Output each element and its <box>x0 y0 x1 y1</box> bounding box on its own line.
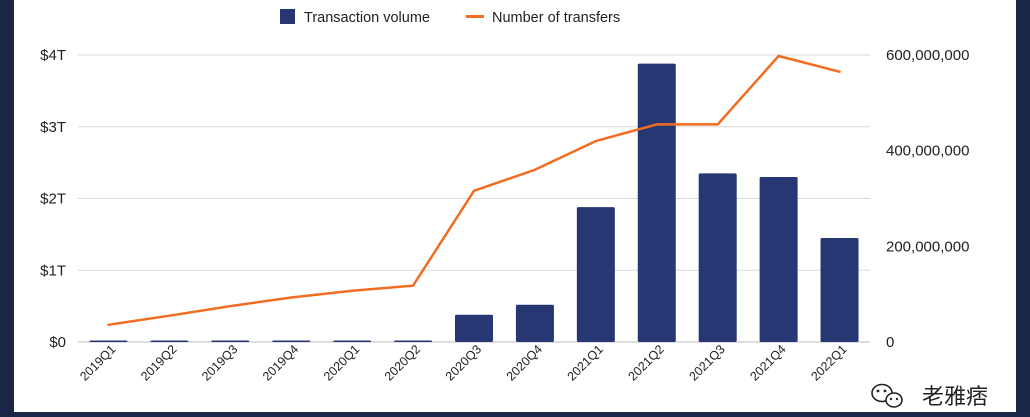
right-tick-label: 200,000,000 <box>886 238 969 255</box>
left-tick-label: $0 <box>49 334 66 351</box>
combo-chart: Transaction volume Number of transfers $… <box>40 9 988 409</box>
bar <box>455 314 493 342</box>
bar <box>515 304 554 342</box>
bar <box>333 340 372 342</box>
legend-swatch-transaction-volume <box>280 9 295 24</box>
x-tick-label: 2020Q2 <box>382 342 423 383</box>
x-tick-label: 2020Q3 <box>443 342 484 383</box>
left-tick-label: $1T <box>40 262 66 279</box>
left-tick-label: $3T <box>40 119 66 136</box>
watermark-text: 老雅痞 <box>922 384 988 409</box>
right-tick-label: 0 <box>886 334 894 351</box>
bar <box>150 340 189 342</box>
left-tick-label: $4T <box>40 47 66 64</box>
right-tick-label: 600,000,000 <box>886 47 969 64</box>
bar <box>759 176 798 342</box>
bar <box>211 340 250 342</box>
x-tick-label: 2019Q2 <box>138 342 179 383</box>
gridlines <box>78 54 870 343</box>
bar <box>89 340 128 342</box>
bar <box>394 340 433 342</box>
x-tick-label: 2020Q4 <box>504 342 545 383</box>
line-series <box>107 54 841 327</box>
x-tick-label: 2019Q3 <box>199 342 240 383</box>
x-tick-label: 2021Q3 <box>686 342 727 383</box>
x-tick-label: 2022Q1 <box>808 342 849 383</box>
right-tick-label: 400,000,000 <box>886 143 969 160</box>
x-tick-label: 2020Q1 <box>321 342 362 383</box>
bar-series <box>89 63 859 343</box>
bar <box>820 237 859 342</box>
left-tick-label: $2T <box>40 191 66 208</box>
x-tick-label: 2021Q1 <box>565 342 606 383</box>
watermark: 老雅痞 <box>871 383 988 409</box>
x-axis: 2019Q1 2019Q2 2019Q3 2019Q4 2020Q1 2020Q2 2020… <box>77 342 849 383</box>
bar <box>698 173 737 342</box>
legend-label-transaction-volume: Transaction volume <box>304 10 430 26</box>
legend-swatch-number-of-transfers <box>466 15 484 18</box>
x-tick-label: 2019Q4 <box>260 342 301 383</box>
chart-frame: Transaction volume Number of transfers $… <box>14 0 1016 412</box>
x-tick-label: 2021Q2 <box>626 342 667 383</box>
bar <box>576 207 615 342</box>
legend-label-number-of-transfers: Number of transfers <box>492 10 620 26</box>
bar <box>272 340 311 342</box>
x-tick-label: 2019Q1 <box>77 342 118 383</box>
right-axis: 0 200,000,000 400,000,000 600,000,000 <box>886 47 969 351</box>
wechat-icon <box>871 383 903 408</box>
series-line <box>107 54 841 327</box>
bar <box>637 63 676 343</box>
x-tick-label: 2021Q4 <box>747 342 788 383</box>
legend: Transaction volume Number of transfers <box>280 9 620 26</box>
left-axis: $0 $1T $2T $3T $4T <box>40 47 66 351</box>
